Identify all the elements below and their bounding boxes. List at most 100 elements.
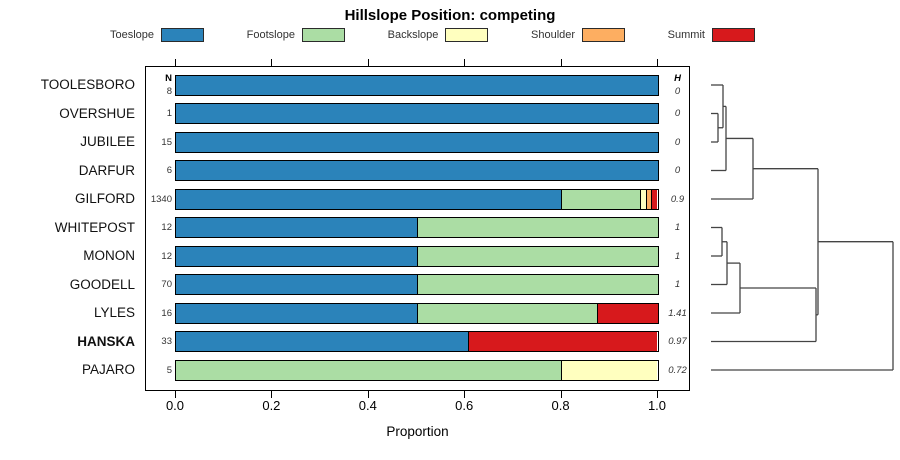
- x-axis-tick-bottom: [657, 391, 658, 398]
- x-axis-tick-top: [271, 59, 273, 66]
- series-label-whitepost: WHITEPOST: [54, 219, 135, 235]
- legend-entry-shoulder: Shoulder: [531, 28, 626, 42]
- x-axis-tick-top: [367, 59, 369, 66]
- h-value: 1: [674, 250, 681, 262]
- legend-swatch-shoulder: [582, 28, 626, 42]
- bar-segment-toeslope: [176, 132, 658, 152]
- legend-label: Summit: [667, 29, 705, 41]
- h-value: 0: [674, 85, 681, 97]
- legend-label: Shoulder: [531, 29, 576, 41]
- bar-segment-backslope: [639, 189, 646, 209]
- h-value: 0.72: [668, 364, 687, 376]
- h-column-header: H: [674, 73, 681, 84]
- bar-hanska: [175, 331, 659, 352]
- x-axis-tick-top: [657, 59, 658, 66]
- series-label-darfur: DARFUR: [78, 162, 135, 178]
- bar-segment-toeslope: [176, 189, 562, 209]
- legend-label: Toeslope: [110, 29, 155, 41]
- bar-overshue: [175, 103, 659, 124]
- x-axis-tick-bottom: [271, 391, 273, 398]
- x-axis-tick-top: [175, 59, 176, 66]
- x-axis-tick-label: 0.2: [262, 398, 281, 413]
- n-value: 16: [161, 307, 172, 319]
- bar-segment-toeslope: [176, 218, 417, 237]
- legend-entry-summit: Summit: [668, 28, 755, 42]
- x-axis-tick-label: 0.4: [358, 398, 377, 413]
- series-label-lyles: LYLES: [93, 305, 135, 320]
- legend-label: Backslope: [387, 29, 439, 41]
- h-value: 0.9: [670, 193, 685, 205]
- bar-segment-summit: [597, 303, 658, 323]
- h-value: 0.97: [668, 336, 687, 347]
- n-value: 12: [161, 222, 172, 233]
- x-axis-tick-label: 0.8: [551, 398, 570, 413]
- bar-segment-footslope: [416, 303, 598, 323]
- x-axis-tick-label: 0.0: [165, 398, 185, 413]
- bar-toolesboro: [175, 74, 659, 96]
- bar-segment-footslope: [176, 360, 562, 380]
- bar-segment-toeslope: [176, 246, 417, 266]
- h-value: 0: [674, 165, 681, 176]
- bar-monon: [175, 245, 659, 267]
- legend-swatch-footslope: [301, 28, 345, 42]
- bar-pajaro: [175, 359, 659, 381]
- x-axis-tick-top: [464, 59, 466, 66]
- x-axis-tick-bottom: [560, 391, 562, 398]
- x-axis-tick-label: 1.0: [647, 398, 667, 413]
- n-value: 5: [166, 364, 172, 376]
- n-value: 33: [161, 336, 172, 347]
- bar-segment-toeslope: [176, 104, 658, 123]
- bar-goodell: [175, 274, 659, 295]
- series-label-hanska: HANSKA: [77, 333, 135, 349]
- h-value: 1: [674, 279, 681, 290]
- bar-segment-footslope: [561, 189, 640, 209]
- h-value: 0: [674, 136, 681, 148]
- bar-segment-toeslope: [176, 332, 468, 351]
- bar-segment-backslope: [561, 360, 658, 380]
- legend-label: Footslope: [246, 29, 295, 41]
- bar-segment-shoulder: [645, 189, 652, 209]
- legend-swatch-toeslope: [161, 28, 205, 42]
- legend-entry-footslope: Footslope: [247, 28, 345, 42]
- bar-segment-footslope: [416, 218, 658, 237]
- legend-entry-backslope: Backslope: [388, 28, 489, 42]
- x-axis-title: Proportion: [386, 424, 449, 439]
- n-value: 15: [161, 136, 172, 148]
- x-axis-tick-bottom: [175, 391, 176, 398]
- bar-segment-summit: [467, 332, 658, 351]
- n-value: 12: [161, 250, 172, 262]
- bar-segment-toeslope: [176, 275, 417, 294]
- h-value: 1.41: [668, 307, 687, 319]
- bar-segment-toeslope: [176, 303, 417, 323]
- legend-swatch-backslope: [445, 28, 489, 42]
- x-axis-tick-bottom: [464, 391, 466, 398]
- bar-segment-toeslope: [176, 75, 658, 95]
- bar-whitepost: [175, 217, 659, 238]
- x-axis-tick-label: 0.6: [455, 398, 474, 413]
- bar-segment-summit: [651, 189, 658, 209]
- n-value: 6: [166, 165, 172, 176]
- series-label-pajaro: PAJARO: [81, 362, 135, 377]
- n-value: 1: [166, 108, 172, 119]
- series-label-overshue: OVERSHUE: [59, 105, 135, 121]
- series-label-jubilee: JUBILEE: [80, 134, 135, 149]
- chart-title: Hillslope Position: competing: [344, 7, 556, 24]
- bar-segment-footslope: [416, 275, 658, 294]
- n-value: 8: [166, 85, 172, 97]
- series-label-monon: MONON: [83, 248, 135, 263]
- h-value: 1: [674, 222, 681, 233]
- legend: Toeslope Footslope Backslope Shoulder Summit: [110, 28, 755, 42]
- plot-area-border: [145, 66, 690, 391]
- n-value: 70: [161, 279, 172, 290]
- bar-gilford: [175, 188, 659, 210]
- bar-segment-footslope: [416, 246, 658, 266]
- series-label-toolesboro: TOOLESBORO: [40, 77, 135, 92]
- x-axis-tick-bottom: [367, 391, 369, 398]
- x-axis-tick-top: [560, 59, 562, 66]
- n-value: 1340: [150, 193, 172, 205]
- bar-lyles: [175, 302, 659, 324]
- bar-jubilee: [175, 131, 659, 153]
- legend-entry-toeslope: Toeslope: [110, 28, 205, 42]
- series-label-goodell: GOODELL: [69, 276, 135, 292]
